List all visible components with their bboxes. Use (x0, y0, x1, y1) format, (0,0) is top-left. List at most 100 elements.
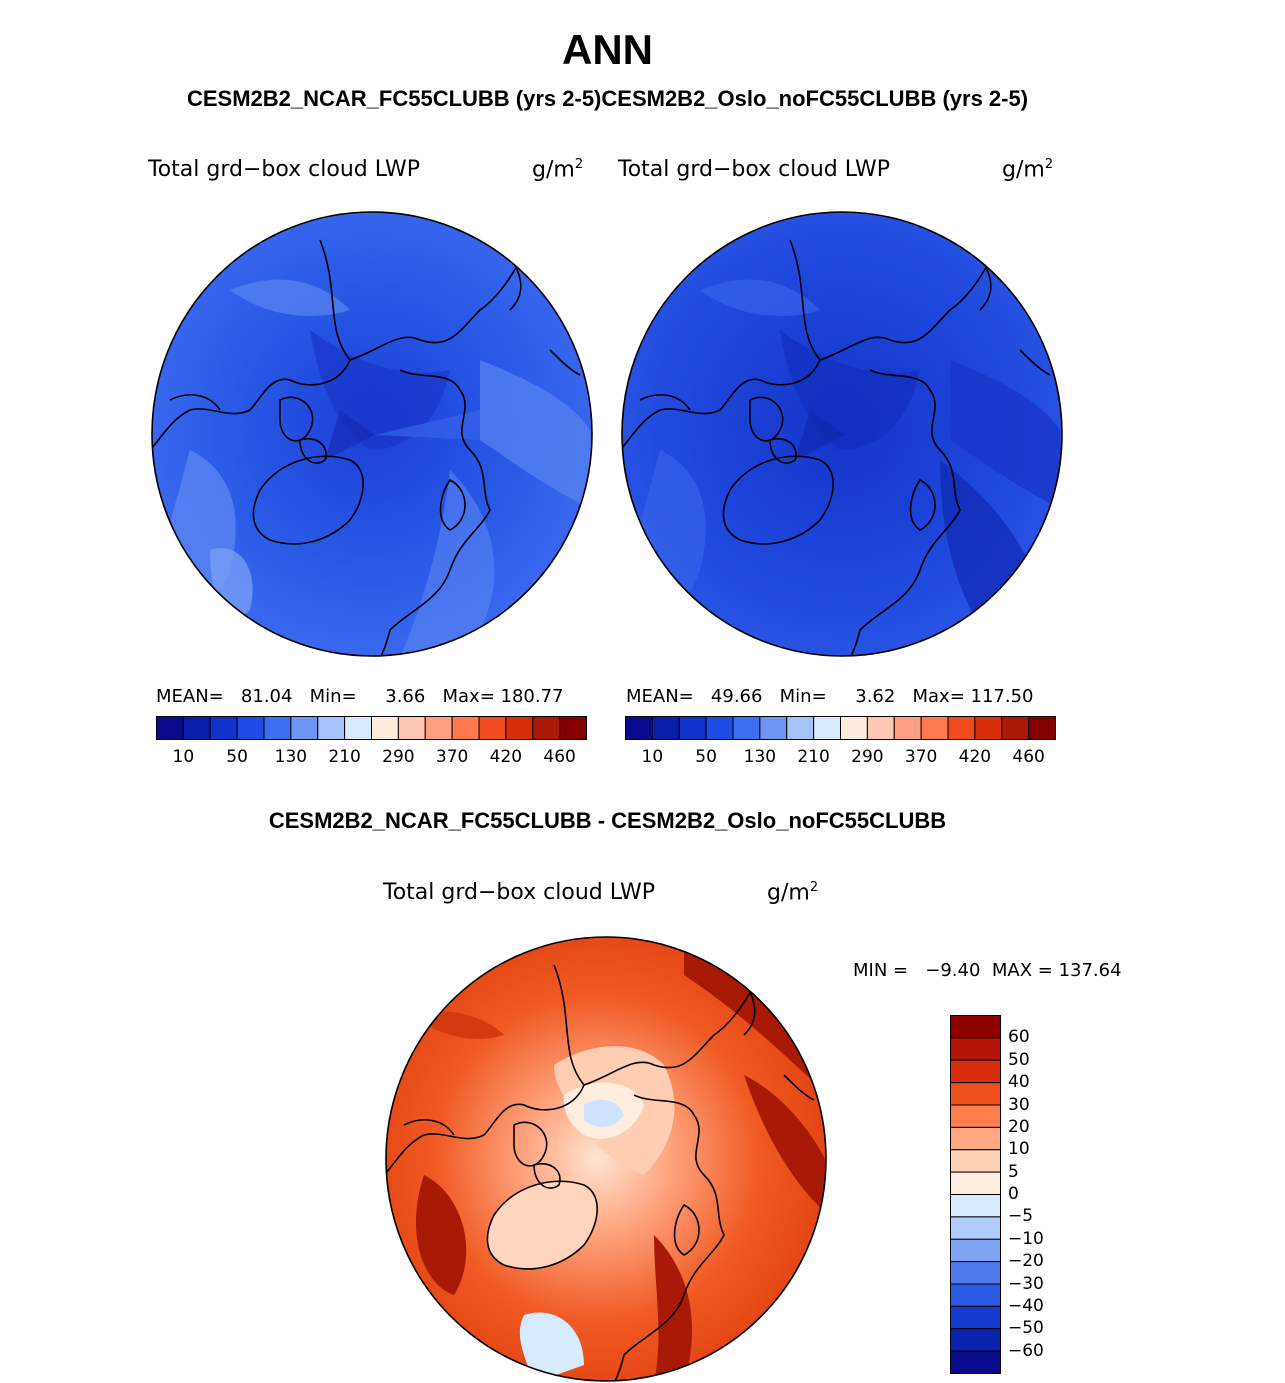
panel2-units: g/m2 (1002, 157, 1053, 182)
colorbar-level-label: −50 (1008, 1318, 1044, 1339)
colorbar-tick-label: 50 (226, 747, 248, 767)
colorbar-level-label: −20 (1008, 1251, 1044, 1272)
colorbar-swatch (866, 716, 895, 740)
panel2-variable-label: Total grd−box cloud LWP (618, 157, 890, 182)
colorbar-swatch (950, 1194, 1001, 1218)
colorbar-swatch (950, 1149, 1001, 1173)
colorbar-tick-label: 10 (641, 747, 664, 767)
diff-units-base: g/m (767, 880, 810, 906)
colorbar-swatch (236, 716, 265, 740)
colorbar-swatch (156, 716, 184, 740)
colorbar-swatch (371, 716, 399, 740)
diff-polar-map (385, 936, 827, 1382)
colorbar-swatch (678, 716, 707, 740)
colorbar-swatch (950, 1350, 1001, 1374)
colorbar-swatch (732, 716, 761, 740)
colorbar-tick-label: 420 (489, 747, 523, 767)
colorbar-swatch (813, 716, 841, 740)
diff-minmax: MIN = −9.40 MAX = 137.64 (853, 960, 1122, 981)
colorbar-tick-label: 460 (543, 747, 576, 767)
colorbar-level-label: 40 (1008, 1072, 1030, 1093)
panel2-polar-map (621, 211, 1063, 657)
panel1-units: g/m2 (532, 157, 583, 182)
colorbar-swatch (651, 716, 680, 740)
panel2-colorbar (625, 716, 1056, 740)
colorbar-level-label: 30 (1008, 1094, 1030, 1115)
colorbar-tick-label: 210 (328, 747, 361, 767)
colorbar-level-label: −30 (1008, 1273, 1044, 1294)
colorbar-swatch (950, 1171, 1001, 1195)
colorbar-level-label: −10 (1008, 1228, 1044, 1249)
colorbar-swatch (451, 716, 480, 740)
colorbar-swatch (950, 1059, 1001, 1084)
panel1-units-base: g/m (532, 157, 575, 183)
diff-title: CESM2B2_NCAR_FC55CLUBB - CESM2B2_Oslo_no… (268, 808, 947, 833)
colorbar-swatch (705, 716, 734, 740)
colorbar-swatch (424, 716, 453, 740)
colorbar-swatch (290, 716, 319, 740)
colorbar-swatch (950, 1015, 1001, 1039)
colorbar-swatch (920, 716, 949, 740)
panel1-units-exp: 2 (574, 157, 584, 172)
colorbar-swatch (786, 716, 815, 740)
panel1-colorbar-ticks: 10 50 130 210 290 370 420 460 (156, 747, 587, 769)
colorbar-level-label: 10 (1008, 1139, 1030, 1160)
colorbar-swatch (950, 1305, 1001, 1330)
colorbar-level-label: 20 (1008, 1116, 1030, 1137)
diff-units-exp: 2 (809, 880, 819, 895)
colorbar-tick-label: 210 (797, 747, 830, 767)
colorbar-swatch (974, 716, 1003, 740)
colorbar-swatch (505, 716, 534, 740)
figure-subtitle: CESM2B2_NCAR_FC55CLUBB (yrs 2-5)CESM2B2_… (186, 86, 1029, 111)
colorbar-level-label: −5 (1008, 1206, 1034, 1227)
colorbar-swatch (625, 716, 653, 740)
colorbar-tick-label: 10 (172, 747, 195, 767)
colorbar-tick-label: 370 (435, 747, 469, 767)
colorbar-level-label: 0 (1008, 1184, 1019, 1204)
colorbar-swatch (209, 716, 238, 740)
colorbar-swatch (950, 1104, 1001, 1128)
colorbar-swatch (1028, 716, 1056, 740)
panel2-colorbar-ticks: 10 50 130 210 290 370 420 460 (625, 747, 1056, 769)
colorbar-swatch (478, 716, 507, 740)
colorbar-swatch (532, 716, 561, 740)
colorbar-swatch (317, 716, 346, 740)
colorbar-swatch (559, 716, 587, 740)
panel2-units-exp: 2 (1044, 157, 1054, 172)
colorbar-level-label: 60 (1008, 1027, 1030, 1048)
colorbar-swatch (182, 716, 211, 740)
colorbar-tick-label: 130 (743, 747, 777, 767)
colorbar-swatch (397, 716, 426, 740)
colorbar-swatch (950, 1283, 1001, 1307)
colorbar-tick-label: 130 (274, 747, 308, 767)
colorbar-swatch (759, 716, 788, 740)
panel1-colorbar (156, 716, 587, 740)
colorbar-swatch (1001, 716, 1030, 740)
panel2-units-base: g/m (1002, 157, 1045, 183)
colorbar-tick-label: 420 (958, 747, 992, 767)
colorbar-level-label: −40 (1008, 1295, 1044, 1316)
colorbar-tick-label: 370 (904, 747, 938, 767)
colorbar-swatch (950, 1082, 1001, 1106)
colorbar-swatch (263, 716, 292, 740)
panel1-stats: MEAN= 81.04 Min= 3.66 Max= 180.77 (156, 686, 564, 707)
colorbar-swatch (344, 716, 372, 740)
diff-units: g/m2 (767, 880, 818, 905)
colorbar-swatch (947, 716, 976, 740)
diff-colorbar-labels: 60 50 40 30 20 10 5 0 −5 −10 −20 −30 −40 −50 −60 (1008, 1015, 1088, 1374)
colorbar-tick-label: 290 (851, 747, 884, 767)
panel1-polar-map (151, 211, 593, 657)
colorbar-level-label: 5 (1008, 1161, 1019, 1182)
colorbar-level-label: −60 (1008, 1340, 1044, 1361)
colorbar-swatch (840, 716, 868, 740)
figure-title: ANN (562, 26, 653, 73)
colorbar-level-label: 50 (1008, 1049, 1030, 1070)
colorbar-swatch (950, 1261, 1001, 1285)
colorbar-tick-label: 290 (382, 747, 415, 767)
colorbar-swatch (893, 716, 922, 740)
diff-variable-label: Total grd−box cloud LWP (383, 880, 655, 905)
panel2-stats: MEAN= 49.66 Min= 3.62 Max= 117.50 (626, 686, 1034, 707)
panel1-variable-label: Total grd−box cloud LWP (148, 157, 420, 182)
colorbar-swatch (950, 1216, 1001, 1240)
colorbar-tick-label: 460 (1012, 747, 1045, 767)
